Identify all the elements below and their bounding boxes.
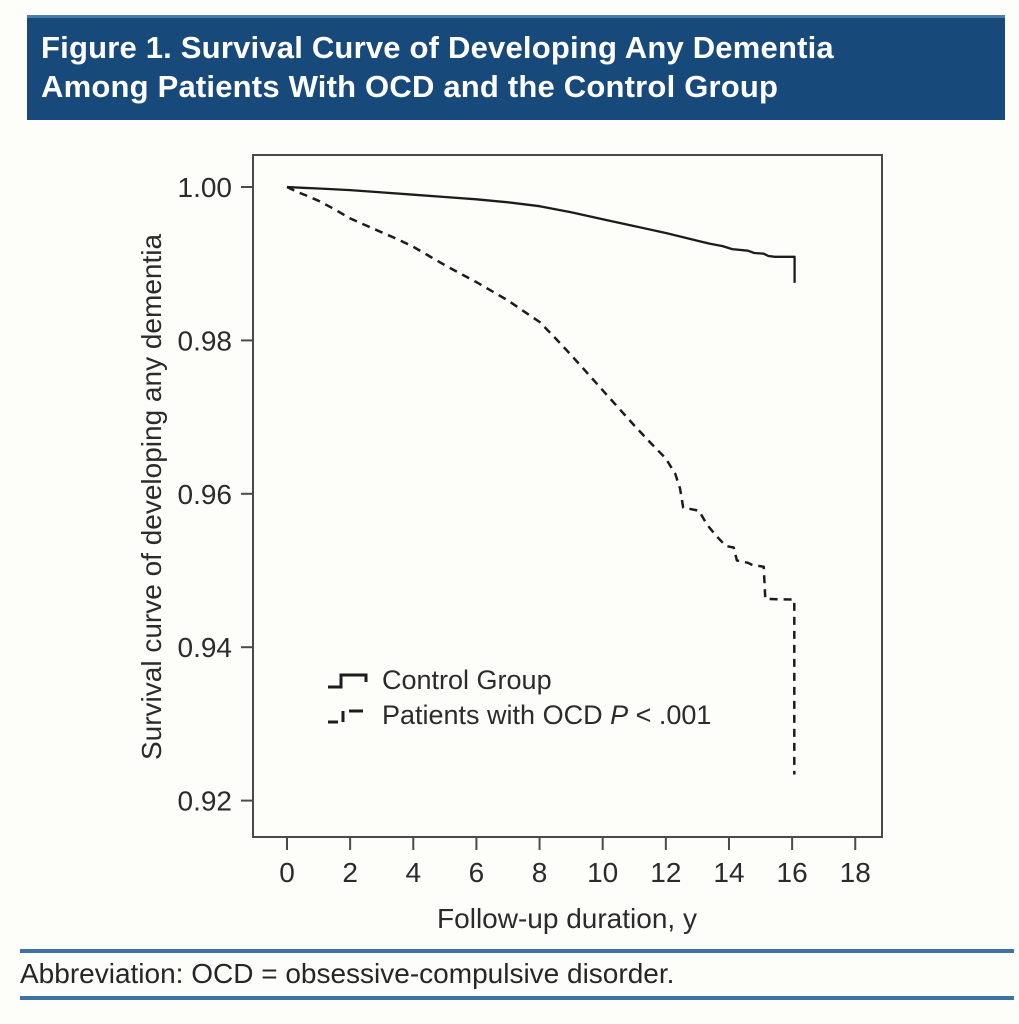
x-tick-label: 8 — [532, 857, 548, 888]
y-tick-label: 0.94 — [178, 632, 233, 663]
abbreviation-note: Abbreviation: OCD = obsessive-compulsive… — [20, 958, 675, 989]
footer-rule-bottom — [20, 996, 1014, 1000]
control-solid-step-line-icon — [328, 673, 368, 688]
x-tick-label: 16 — [777, 857, 808, 888]
x-tick-label: 14 — [713, 857, 744, 888]
ocd-survival-curve — [286, 185, 796, 775]
y-tick-label: 1.00 — [178, 172, 233, 203]
x-tick-label: 12 — [650, 857, 681, 888]
footer-rule-top — [20, 949, 1014, 953]
x-tick-label: 18 — [840, 857, 871, 888]
chart-legend: Control Group Patients with OCD P < .001 — [326, 663, 711, 733]
p-value-rest: < .001 — [628, 700, 712, 730]
legend-item-control: Control Group — [326, 663, 711, 698]
x-axis-title: Follow-up duration, y — [437, 903, 697, 934]
y-tick-label: 0.96 — [178, 479, 233, 510]
ocd-dashed-step-line-icon — [328, 709, 363, 723]
control-survival-curve — [286, 185, 796, 283]
y-axis-title: Survival curve of developing any dementi… — [136, 233, 167, 761]
x-tick-label: 4 — [405, 857, 421, 888]
legend-item-ocd: Patients with OCD P < .001 — [326, 698, 711, 733]
figure-title-bar: Figure 1. Survival Curve of Developing A… — [27, 15, 1005, 120]
figure-title-line2: Among Patients With OCD and the Control … — [41, 69, 779, 104]
figure-title-line1: Figure 1. Survival Curve of Developing A… — [41, 30, 834, 65]
legend-label-ocd: Patients with OCD P < .001 — [382, 700, 712, 730]
x-tick-label: 2 — [342, 857, 358, 888]
x-tick-label: 6 — [469, 857, 485, 888]
x-tick-label: 0 — [279, 857, 295, 888]
y-tick-label: 0.98 — [178, 325, 233, 356]
y-tick-label: 0.92 — [178, 786, 233, 817]
p-value-italic: P — [610, 700, 629, 730]
legend-label-control: Control Group — [382, 665, 552, 695]
plot-frame — [252, 154, 883, 838]
x-tick-label: 10 — [587, 857, 618, 888]
